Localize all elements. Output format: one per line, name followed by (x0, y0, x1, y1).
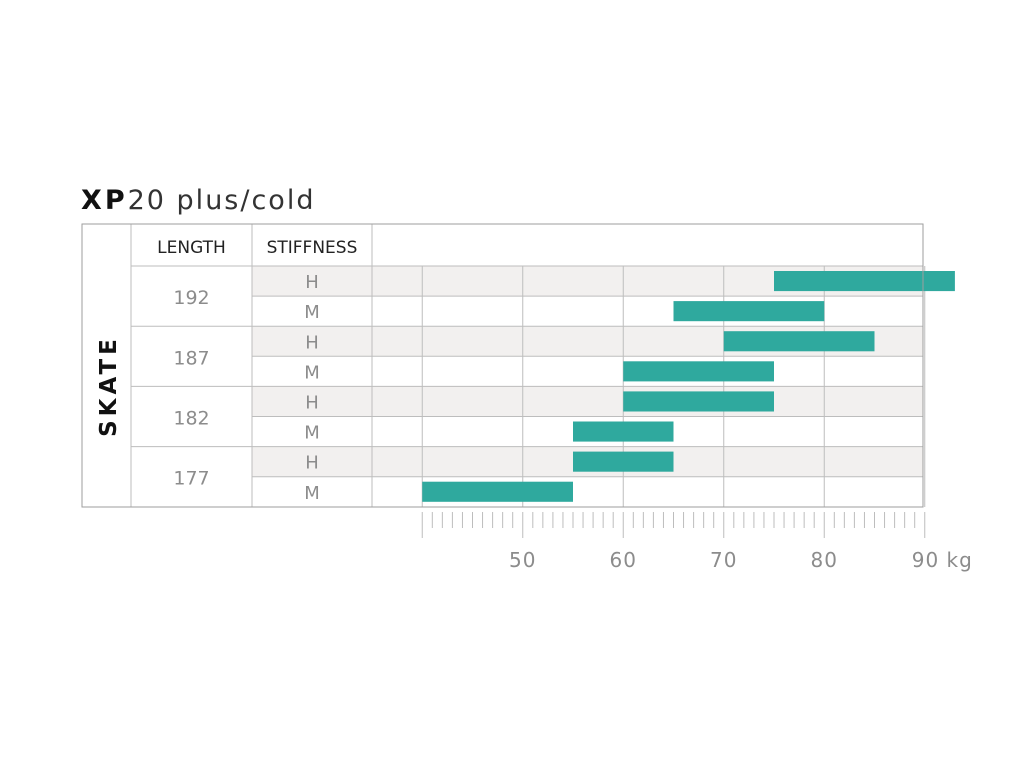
side-label: SKATE (96, 335, 122, 437)
range-bar (573, 421, 674, 442)
row-shade (252, 386, 923, 417)
range-bar (623, 391, 774, 412)
stiffness-label: M (304, 423, 320, 444)
length-label: 177 (173, 468, 209, 490)
stiffness-label: H (305, 392, 319, 413)
stiffness-label: H (305, 332, 319, 353)
range-bar (573, 451, 674, 472)
tick-label: 50 (509, 548, 536, 572)
header-length: LENGTH (157, 238, 226, 258)
range-bar (673, 301, 825, 322)
stiffness-label: M (304, 483, 320, 504)
tick-label: 80 (811, 548, 838, 572)
stiffness-label: H (305, 272, 319, 293)
tick-label: 90 kg (912, 548, 973, 572)
title-brand: XP (81, 185, 128, 216)
table-border (81, 223, 924, 508)
range-bar (623, 361, 774, 382)
length-label: 192 (173, 287, 209, 309)
tick-label: 70 (710, 548, 737, 572)
range-bar (422, 481, 573, 502)
stiffness-label: M (304, 362, 320, 383)
length-label: 182 (173, 408, 209, 430)
title-model: 20 plus/cold (127, 185, 316, 216)
length-label: 187 (173, 347, 209, 369)
header-stiffness: STIFFNESS (267, 238, 358, 258)
range-bar (774, 271, 955, 292)
tick-label: 60 (610, 548, 637, 572)
stiffness-label: H (305, 453, 319, 474)
stiffness-label: M (304, 302, 320, 323)
range-bar (723, 331, 875, 352)
chart-title: XP20 plus/cold (81, 180, 315, 220)
